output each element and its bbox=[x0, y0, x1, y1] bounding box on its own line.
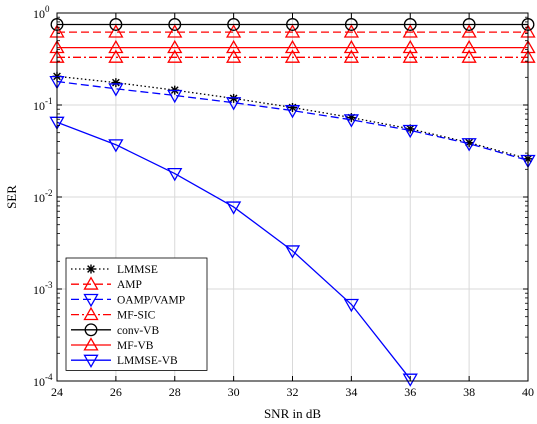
data-point bbox=[343, 49, 359, 63]
x-tick-label: 34 bbox=[345, 385, 357, 399]
data-point bbox=[167, 167, 183, 182]
data-point bbox=[343, 24, 359, 38]
data-point bbox=[226, 24, 242, 38]
legend-entry: conv-VB bbox=[71, 323, 159, 337]
data-point bbox=[402, 24, 418, 38]
y-tick-label: 10-4 bbox=[33, 372, 53, 389]
data-point bbox=[403, 18, 417, 31]
series-line bbox=[56, 80, 529, 162]
data-point bbox=[343, 39, 359, 54]
x-tick-label: 30 bbox=[228, 385, 240, 399]
data-point bbox=[167, 39, 183, 54]
legend-marker bbox=[86, 264, 96, 274]
data-point bbox=[402, 39, 418, 54]
x-tick-label: 36 bbox=[404, 385, 416, 399]
data-point bbox=[111, 78, 121, 88]
x-tick-label: 32 bbox=[287, 385, 299, 399]
data-point bbox=[461, 49, 477, 63]
legend-marker bbox=[84, 323, 98, 337]
legend-marker bbox=[83, 337, 99, 351]
legend-label: LMMSE bbox=[117, 264, 158, 276]
data-point bbox=[108, 83, 124, 97]
data-point bbox=[343, 298, 359, 313]
data-point bbox=[461, 24, 477, 38]
x-tick-label: 38 bbox=[463, 385, 475, 399]
legend-marker bbox=[83, 293, 99, 308]
data-point bbox=[284, 24, 301, 38]
data-point bbox=[461, 39, 477, 54]
legend-label: MF-SIC bbox=[117, 310, 156, 322]
legend-entry: MF-SIC bbox=[71, 306, 156, 322]
legend-entry: LMMSE-VB bbox=[71, 354, 178, 369]
data-point bbox=[108, 39, 124, 54]
data-point bbox=[284, 105, 301, 119]
legend-entry: AMP bbox=[71, 276, 142, 291]
data-point bbox=[167, 89, 183, 104]
legend: LMMSE AMP OAMP/VAMP MF-SIC conv-VB MF-VB LMMSE… bbox=[65, 257, 208, 371]
data-point bbox=[108, 49, 124, 63]
series-line bbox=[56, 121, 411, 380]
data-point bbox=[343, 114, 359, 128]
data-point bbox=[167, 24, 183, 38]
data-point bbox=[461, 138, 477, 152]
series-mf-vb bbox=[49, 39, 536, 54]
data-point bbox=[402, 373, 418, 387]
data-point bbox=[226, 49, 242, 63]
data-point bbox=[286, 18, 299, 31]
legend-marker bbox=[83, 276, 99, 290]
y-tick-label: 10-3 bbox=[33, 280, 53, 297]
legend-label: AMP bbox=[117, 279, 142, 291]
x-tick-label: 24 bbox=[51, 385, 63, 399]
legend-marker bbox=[83, 354, 99, 369]
y-tick-label: 10-2 bbox=[33, 188, 53, 205]
series-oamp-vamp bbox=[49, 75, 536, 169]
data-point bbox=[226, 39, 242, 54]
data-point bbox=[109, 18, 123, 31]
y-tick-label: 10-1 bbox=[33, 96, 53, 113]
data-point bbox=[168, 18, 182, 31]
y-axis-title: SER bbox=[4, 185, 19, 209]
x-tick-label: 26 bbox=[110, 385, 122, 399]
data-point bbox=[226, 97, 242, 111]
data-point bbox=[462, 18, 476, 31]
y-tick-label: 100 bbox=[33, 4, 50, 21]
legend-entry: MF-VB bbox=[71, 337, 154, 352]
data-point bbox=[284, 49, 301, 63]
data-point bbox=[284, 39, 301, 54]
data-point bbox=[402, 49, 418, 63]
x-tick-label: 40 bbox=[522, 385, 534, 399]
data-point bbox=[108, 139, 124, 153]
legend-entry: LMMSE bbox=[71, 264, 158, 276]
legend-label: MF-VB bbox=[117, 340, 154, 352]
axis-ticks: 24 26 28 30 32 34 36 38 40 10-4 10-3 10-2 10-1 100 bbox=[33, 4, 534, 399]
legend-entry: OAMP/VAMP bbox=[71, 293, 185, 308]
series-amp bbox=[49, 24, 536, 38]
data-point bbox=[284, 245, 301, 259]
legend-label: OAMP/VAMP bbox=[117, 294, 185, 306]
data-point bbox=[226, 201, 242, 215]
legend-label: conv-VB bbox=[117, 325, 159, 337]
legend-marker bbox=[83, 306, 99, 321]
x-tick-label: 28 bbox=[169, 385, 181, 399]
series-conv-vb bbox=[50, 18, 535, 31]
data-point bbox=[344, 18, 358, 31]
data-point bbox=[402, 124, 418, 139]
data-point bbox=[227, 18, 241, 31]
x-axis-title: SNR in dB bbox=[264, 406, 321, 421]
data-point bbox=[108, 24, 124, 38]
data-point bbox=[167, 49, 183, 63]
legend-label: LMMSE-VB bbox=[117, 355, 178, 367]
